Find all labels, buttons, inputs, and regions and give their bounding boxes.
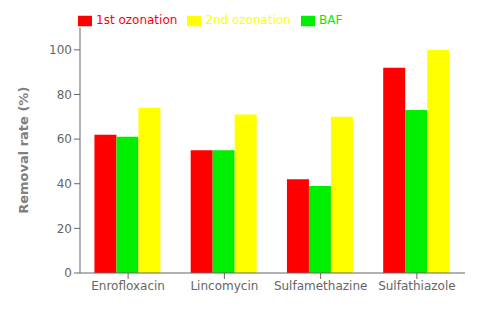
svg-text:60: 60	[57, 132, 72, 146]
svg-text:100: 100	[49, 43, 72, 57]
svg-text:Enrofloxacin: Enrofloxacin	[91, 279, 165, 293]
svg-text:80: 80	[57, 88, 72, 102]
svg-text:Lincomycin: Lincomycin	[190, 279, 258, 293]
svg-text:0: 0	[64, 266, 72, 280]
svg-text:Sulfathiazole: Sulfathiazole	[378, 279, 456, 293]
html-text:2nd ozonation: 2nd ozonation	[205, 13, 291, 27]
svg-text:20: 20	[57, 222, 72, 236]
svg-text:Removal rate (%): Removal rate (%)	[16, 87, 31, 214]
html-text:1st ozonation: 1st ozonation	[96, 13, 178, 27]
svg-text:Sulfamethazine: Sulfamethazine	[274, 279, 368, 293]
html-text:BAF: BAF	[319, 13, 343, 27]
svg-text:40: 40	[57, 177, 72, 191]
